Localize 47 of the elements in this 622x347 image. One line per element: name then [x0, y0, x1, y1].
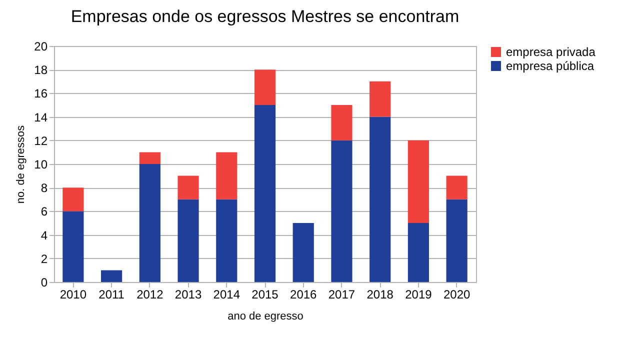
- x-tick-label: 2010: [60, 288, 87, 302]
- legend-label: empresa pública: [506, 59, 594, 73]
- x-tick-label: 2013: [174, 288, 202, 302]
- y-tick-label: 10: [34, 158, 48, 172]
- x-tick-label: 2020: [443, 288, 470, 302]
- x-tick-label: 2011: [98, 288, 125, 302]
- bar: [254, 70, 276, 105]
- x-tick-label: 2019: [405, 288, 432, 302]
- x-tick-label: 2014: [213, 288, 240, 302]
- y-tick-label: 20: [34, 40, 48, 54]
- bar: [446, 176, 468, 200]
- bar: [370, 116, 391, 282]
- bar: [139, 164, 160, 282]
- bar: [331, 140, 352, 282]
- bar: [62, 211, 84, 282]
- bar: [446, 199, 468, 282]
- bar: [408, 223, 430, 282]
- chart-title: Empresas onde os egressos Mestres se encontram: [70, 7, 460, 26]
- y-tick-label: 4: [40, 228, 48, 242]
- x-tick-label: 2015: [252, 288, 279, 302]
- x-tick-label: 2017: [328, 288, 356, 302]
- x-axis-title: ano de egresso: [228, 310, 304, 322]
- bar: [216, 199, 238, 282]
- y-axis-title: no. de egressos: [15, 124, 28, 204]
- y-tick-label: 18: [34, 63, 48, 78]
- x-tick-label: 2016: [290, 288, 318, 302]
- x-tick-label: 2012: [136, 288, 164, 302]
- legend-label: empresa privada: [506, 45, 596, 59]
- bar: [370, 81, 391, 117]
- y-tick-label: 14: [34, 110, 48, 124]
- y-tick-label: 6: [40, 204, 48, 219]
- bar: [62, 188, 84, 212]
- bar: [178, 199, 199, 282]
- x-tick-label: 2018: [366, 288, 394, 302]
- y-tick-label: 0: [40, 276, 48, 290]
- bar: [408, 140, 430, 223]
- bar: [139, 152, 160, 164]
- y-tick-label: 2: [40, 252, 48, 266]
- bar: [292, 223, 314, 282]
- y-tick-label: 8: [40, 181, 48, 196]
- y-tick-label: 12: [34, 134, 48, 148]
- bar: [331, 105, 352, 140]
- bar: [178, 176, 199, 200]
- bar: [100, 270, 122, 282]
- bar: [254, 105, 276, 282]
- bar: [216, 152, 238, 200]
- y-tick-label: 16: [34, 86, 48, 101]
